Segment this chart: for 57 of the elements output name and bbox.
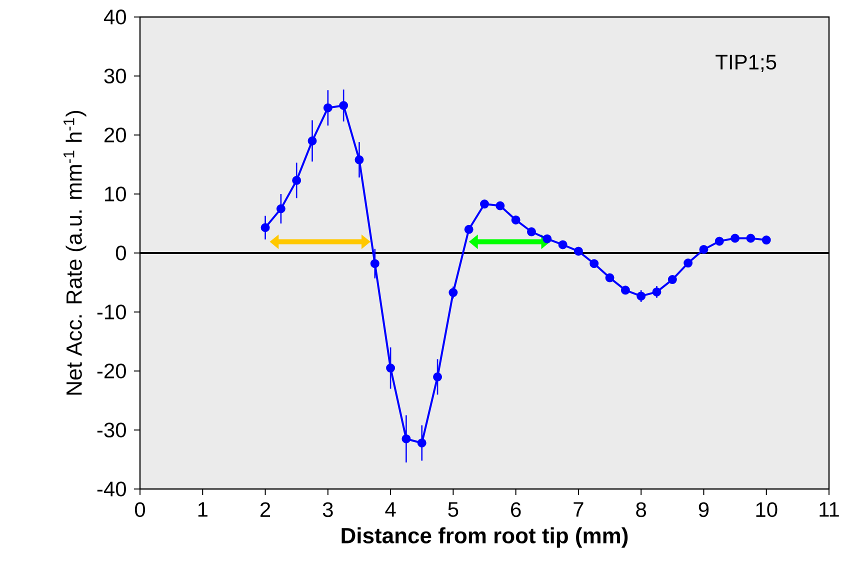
y-tick-label: 0 — [116, 246, 126, 260]
point — [386, 364, 396, 373]
point — [526, 227, 536, 236]
y-tick-label: 10 — [105, 186, 126, 202]
point — [276, 204, 286, 214]
x-tick-label: 5 — [448, 502, 458, 517]
point — [542, 234, 552, 244]
x-axis-title: Distance from root tip (mm) — [342, 527, 628, 548]
x-tick-label: 4 — [385, 502, 396, 517]
point — [464, 224, 474, 234]
point — [699, 244, 708, 254]
x-tick-label: 6 — [511, 502, 521, 518]
x-tick-label: 0 — [134, 502, 146, 518]
point — [511, 215, 520, 224]
point — [323, 103, 332, 112]
x-tick-label: 11 — [820, 502, 839, 517]
point — [292, 176, 302, 185]
y-tick-label: -10 — [97, 304, 126, 320]
point — [339, 101, 348, 110]
x-tick-label: 9 — [698, 502, 709, 518]
point — [370, 259, 380, 268]
x-tick-label: 7 — [574, 502, 584, 517]
x-tick-label: 3 — [322, 502, 333, 518]
point — [730, 234, 740, 243]
point — [574, 246, 583, 256]
x-tick-label: 10 — [756, 502, 778, 518]
point — [354, 155, 364, 164]
point — [714, 236, 724, 246]
point — [448, 288, 458, 298]
y-tick-label: 40 — [104, 10, 126, 24]
y-tick-label: -40 — [97, 482, 126, 496]
point — [433, 372, 442, 382]
point — [668, 275, 677, 284]
point — [620, 286, 630, 295]
point — [417, 438, 426, 448]
point — [590, 259, 599, 268]
point — [762, 236, 771, 245]
point — [402, 434, 411, 444]
x-tick-label: 2 — [260, 502, 270, 517]
point — [684, 258, 693, 268]
y-tick-label: -30 — [97, 422, 126, 438]
x-tick-label: 8 — [636, 502, 646, 518]
point — [480, 200, 490, 209]
point — [260, 223, 270, 232]
point — [496, 201, 505, 210]
point — [652, 287, 662, 296]
y-tick-label: 20 — [104, 128, 126, 142]
y-axis-title: Net Acc. Rate (a.u. mm$^{-1}$ h$^{-1}$) — [64, 110, 86, 395]
point — [636, 292, 646, 301]
y-tick-label: 30 — [104, 68, 126, 84]
y-tick-label: -20 — [97, 364, 126, 378]
point — [605, 273, 614, 282]
point — [746, 234, 756, 243]
annotation: TIP1;5 — [716, 54, 776, 72]
point — [558, 240, 568, 250]
x-tick-label: 1 — [198, 502, 208, 517]
point — [308, 136, 317, 146]
